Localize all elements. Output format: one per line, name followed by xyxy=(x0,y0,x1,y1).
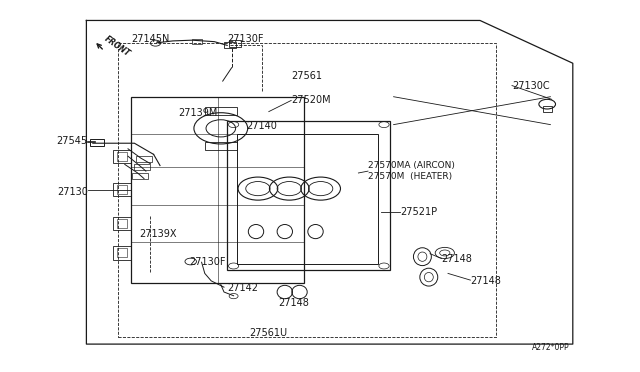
Bar xyxy=(117,185,127,194)
Bar xyxy=(224,42,236,48)
Text: 27148: 27148 xyxy=(442,254,472,263)
Text: 27142: 27142 xyxy=(227,283,258,293)
Text: 27570MA (AIRCON): 27570MA (AIRCON) xyxy=(368,161,455,170)
Bar xyxy=(113,150,131,163)
Bar xyxy=(192,39,202,44)
Bar xyxy=(132,173,148,179)
Text: 27139X: 27139X xyxy=(140,230,177,239)
Text: FRONT: FRONT xyxy=(102,35,132,58)
Bar xyxy=(113,217,131,230)
Bar xyxy=(90,139,104,146)
Text: 27140: 27140 xyxy=(246,122,277,131)
Text: 27145N: 27145N xyxy=(131,34,170,44)
Bar xyxy=(131,97,304,283)
Bar xyxy=(205,107,237,115)
Bar xyxy=(113,246,131,260)
Text: 27561: 27561 xyxy=(291,71,322,81)
Text: 27148: 27148 xyxy=(470,276,501,286)
Text: 27521P: 27521P xyxy=(400,207,437,217)
Text: 27561U: 27561U xyxy=(250,328,288,338)
Text: 27139M: 27139M xyxy=(178,109,218,118)
Bar xyxy=(134,164,150,170)
Bar xyxy=(117,219,127,228)
Text: A272*0PP: A272*0PP xyxy=(532,343,570,352)
Text: 27130: 27130 xyxy=(57,187,88,196)
Bar xyxy=(117,248,127,257)
Bar xyxy=(229,40,241,47)
Text: 27148: 27148 xyxy=(278,298,309,308)
Text: 27130C: 27130C xyxy=(512,81,550,90)
Text: 27520M: 27520M xyxy=(291,96,331,105)
Bar xyxy=(237,134,378,264)
Text: 27570M  (HEATER): 27570M (HEATER) xyxy=(368,172,452,181)
Bar xyxy=(136,156,152,162)
Bar xyxy=(118,43,496,337)
Bar xyxy=(113,183,131,196)
Bar xyxy=(117,152,127,161)
Bar xyxy=(227,121,390,270)
Text: 27545: 27545 xyxy=(56,137,88,146)
Text: 27130F: 27130F xyxy=(227,34,264,44)
Bar xyxy=(205,142,237,150)
Bar xyxy=(543,106,552,112)
Text: 27130F: 27130F xyxy=(189,257,225,267)
